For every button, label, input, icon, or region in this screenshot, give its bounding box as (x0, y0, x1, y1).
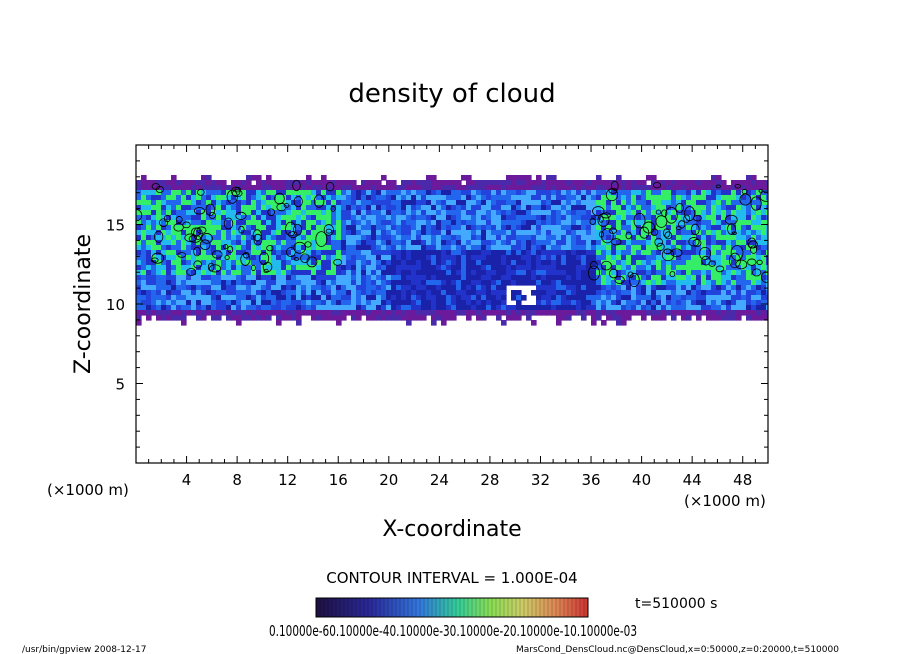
x-tick-label: 36 (581, 471, 600, 489)
x-tick-label: 32 (531, 471, 550, 489)
chart-title: density of cloud (348, 79, 555, 109)
x-tick-label: 8 (232, 471, 242, 489)
colorbar-labels: 0.10000e-60.10000e-40.10000e-30.10000e-2… (269, 622, 637, 640)
x-tick-label: 24 (430, 471, 449, 489)
x-tick-label: 28 (480, 471, 499, 489)
x-tick-label: 40 (632, 471, 651, 489)
y-axis-label: Z-coordinate (71, 234, 96, 374)
x-tick-label: 44 (683, 471, 702, 489)
x-tick-label: 12 (278, 471, 297, 489)
y-tick-label: 10 (106, 296, 125, 314)
x-tick-label: 48 (733, 471, 752, 489)
x-axis-label: X-coordinate (382, 517, 521, 542)
x-tick-label: 20 (379, 471, 398, 489)
y-tick-label: 15 (106, 217, 125, 235)
colorbar-steps (319, 598, 585, 617)
x-tick-labels: 4 8 12 16 20 24 28 32 36 40 44 48 (182, 471, 752, 489)
footer-left: /usr/bin/gpview 2008-12-17 (22, 645, 146, 654)
footer-right: MarsCond_DensCloud.nc@DensCloud,x=0:5000… (516, 645, 839, 654)
axis-ticks (136, 145, 768, 463)
time-label: t=510000 s (635, 596, 717, 612)
y-unit-label: (×1000 m) (47, 481, 129, 499)
x-unit-label: (×1000 m) (684, 492, 766, 510)
y-tick-label: 5 (115, 376, 125, 394)
x-tick-label: 4 (182, 471, 192, 489)
cloud-density-field (136, 175, 768, 326)
y-tick-labels: 5 10 15 (106, 217, 125, 394)
contour-interval-label: CONTOUR INTERVAL = 1.000E-04 (326, 569, 577, 587)
x-tick-label: 16 (329, 471, 348, 489)
